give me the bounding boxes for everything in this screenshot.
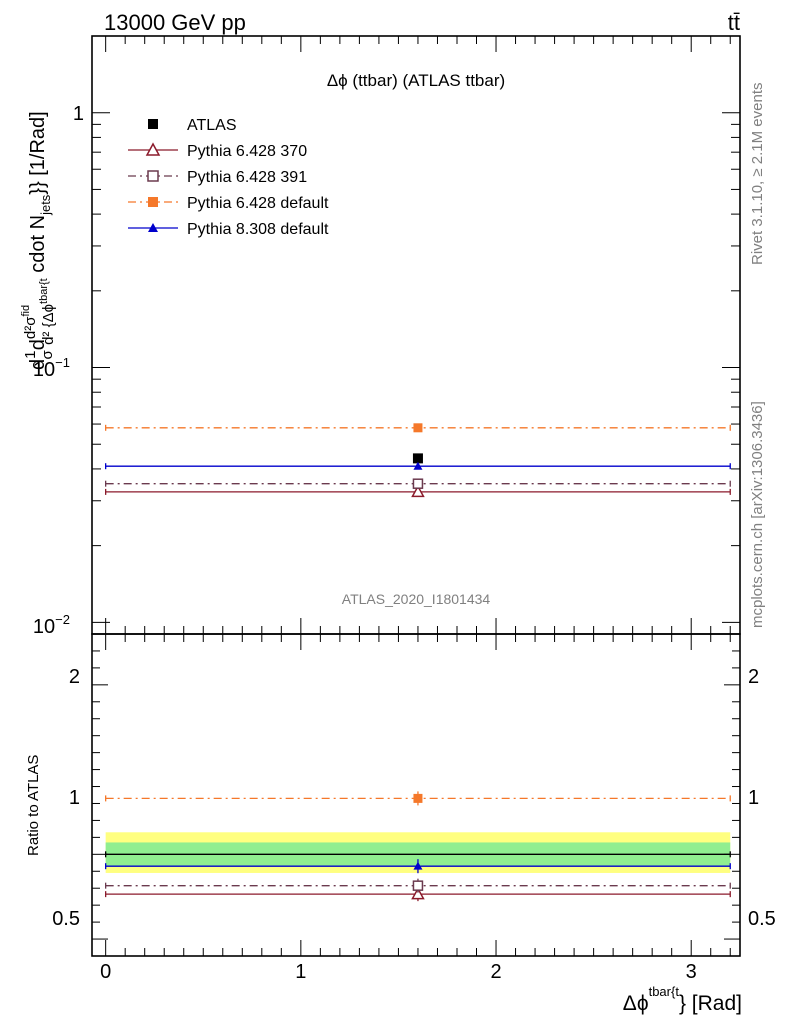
x-tick-label: 2 (490, 961, 501, 983)
x-tick-label: 0 (100, 961, 111, 983)
y-tick-label-1: 1 (73, 103, 84, 125)
rivet-label: Rivet 3.1.10, ≥ 2.1M events (749, 83, 766, 266)
x-axis-label: Δϕtbar{t} [Rad] (623, 984, 742, 1015)
ratio-series (105, 791, 731, 902)
ratio-y-tick-label-2: 2 (69, 666, 80, 688)
legend-label: Pythia 8.308 default (187, 221, 329, 238)
legend-label: Pythia 6.428 370 (187, 143, 307, 160)
legend-label: ATLAS (187, 117, 237, 134)
x-tick-label: 3 (686, 961, 697, 983)
main-y-axis-label: d1σdd²σfid d² {Δϕtbar{t cdot Njets}} [1/R… (20, 111, 57, 370)
y-tick-label-0.01: 10−2 (33, 612, 70, 638)
legend-marker (148, 119, 158, 129)
data-point (412, 478, 424, 489)
ratio-y-tick-label-1: 1 (69, 787, 80, 809)
ratio-point (413, 793, 423, 803)
legend-marker (147, 170, 159, 182)
legend-marker (148, 223, 158, 232)
ratio-point (413, 861, 423, 870)
ratio-y-tick-label-0.5-right: 0.5 (748, 908, 776, 930)
mcplots-label: mcplots.cern.ch [arXiv:1306.3436] (749, 401, 766, 628)
data-point (413, 423, 423, 433)
ratio-y-tick-label-1-right: 1 (748, 787, 759, 809)
ratio-point (411, 887, 425, 900)
data-point (413, 461, 423, 470)
ratio-axis-ticks (92, 634, 740, 956)
main-chart-title: Δϕ (ttbar) (ATLAS ttbar) (327, 71, 505, 90)
main-axis-ticks (92, 35, 740, 635)
ratio-panel-frame (91, 633, 741, 957)
ratio-point (412, 880, 424, 891)
ratio-y-tick-label-2-right: 2 (748, 666, 759, 688)
ratio-y-axis-label: Ratio to ATLAS (25, 755, 42, 856)
legend-label: Pythia 6.428 391 (187, 169, 307, 186)
legend: ATLAS Pythia 6.428 370 Pythia 6.428 391 Pyt… (128, 117, 329, 238)
energy-label: 13000 GeV pp (104, 10, 246, 35)
ratio-y-tick-label-0.5: 0.5 (52, 908, 80, 930)
main-series (105, 423, 731, 498)
data-point (411, 484, 425, 498)
x-tick-label: 1 (295, 961, 306, 983)
legend-marker (148, 197, 158, 207)
data-point (412, 453, 423, 464)
process-label: tt̄ (728, 10, 740, 35)
analysis-id: ATLAS_2020_I1801434 (342, 591, 491, 607)
x-tick-labels: 0 1 2 3 (100, 961, 697, 983)
legend-label: Pythia 6.428 default (187, 195, 329, 212)
legend-marker (145, 142, 161, 156)
